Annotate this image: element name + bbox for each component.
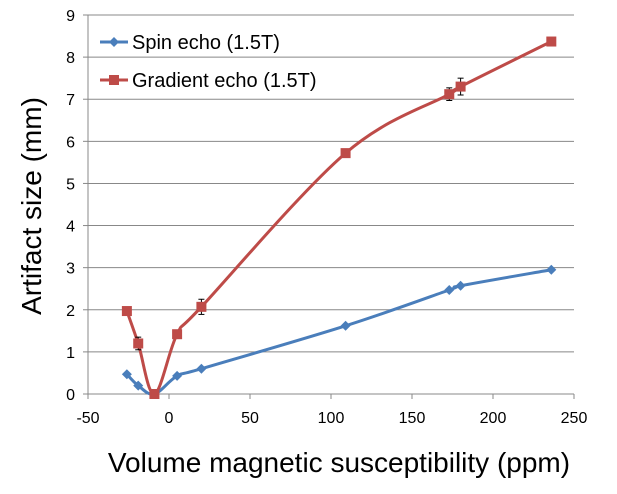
legend: Spin echo (1.5T) Gradient echo (1.5T) [100,32,317,92]
data-point [133,338,144,349]
y-tick-label: 1 [66,345,75,362]
y-tick-label: 5 [66,176,75,193]
y-tick-label: 8 [66,50,75,67]
data-point [546,264,557,275]
series [121,36,557,399]
data-point [172,329,183,340]
y-tick-label: 4 [66,219,75,236]
x-tick-label: 200 [480,410,507,427]
data-point [340,148,351,159]
legend-marker [109,37,119,47]
x-axis-title: Volume magnetic susceptibility (ppm) [108,447,570,478]
legend-label: Spin echo (1.5T) [132,32,280,54]
data-point [196,363,207,374]
x-tick-label: 250 [561,410,588,427]
gridlines [88,14,574,353]
legend-marker [109,75,119,85]
y-tick-label: 3 [66,261,75,278]
y-tick-label: 6 [66,134,75,151]
data-point [444,284,455,295]
data-point [196,301,207,312]
x-tick-label: 100 [318,410,345,427]
x-tick-label: -50 [76,410,99,427]
series-line [125,40,552,396]
x-tick-label: 50 [241,410,259,427]
legend-label: Gradient echo (1.5T) [132,70,317,92]
data-point [340,320,351,331]
series-line [125,268,552,396]
data-point [149,389,160,399]
y-axis-title: Artifact size (mm) [16,97,47,315]
y-tick-label: 2 [66,303,75,320]
data-point [121,369,132,380]
y-tick-label: 7 [66,92,75,109]
series-0 [121,264,557,399]
data-point [546,36,557,47]
data-point [444,89,455,100]
data-point [455,81,466,92]
x-tick-label: 150 [399,410,426,427]
data-point [455,280,466,291]
x-tick-label: 0 [165,410,174,427]
y-tick-label: 9 [66,8,75,25]
data-point [133,380,144,391]
data-point [172,370,183,381]
y-tick-label: 0 [66,387,75,404]
data-point [121,306,132,317]
series-1 [121,36,557,399]
